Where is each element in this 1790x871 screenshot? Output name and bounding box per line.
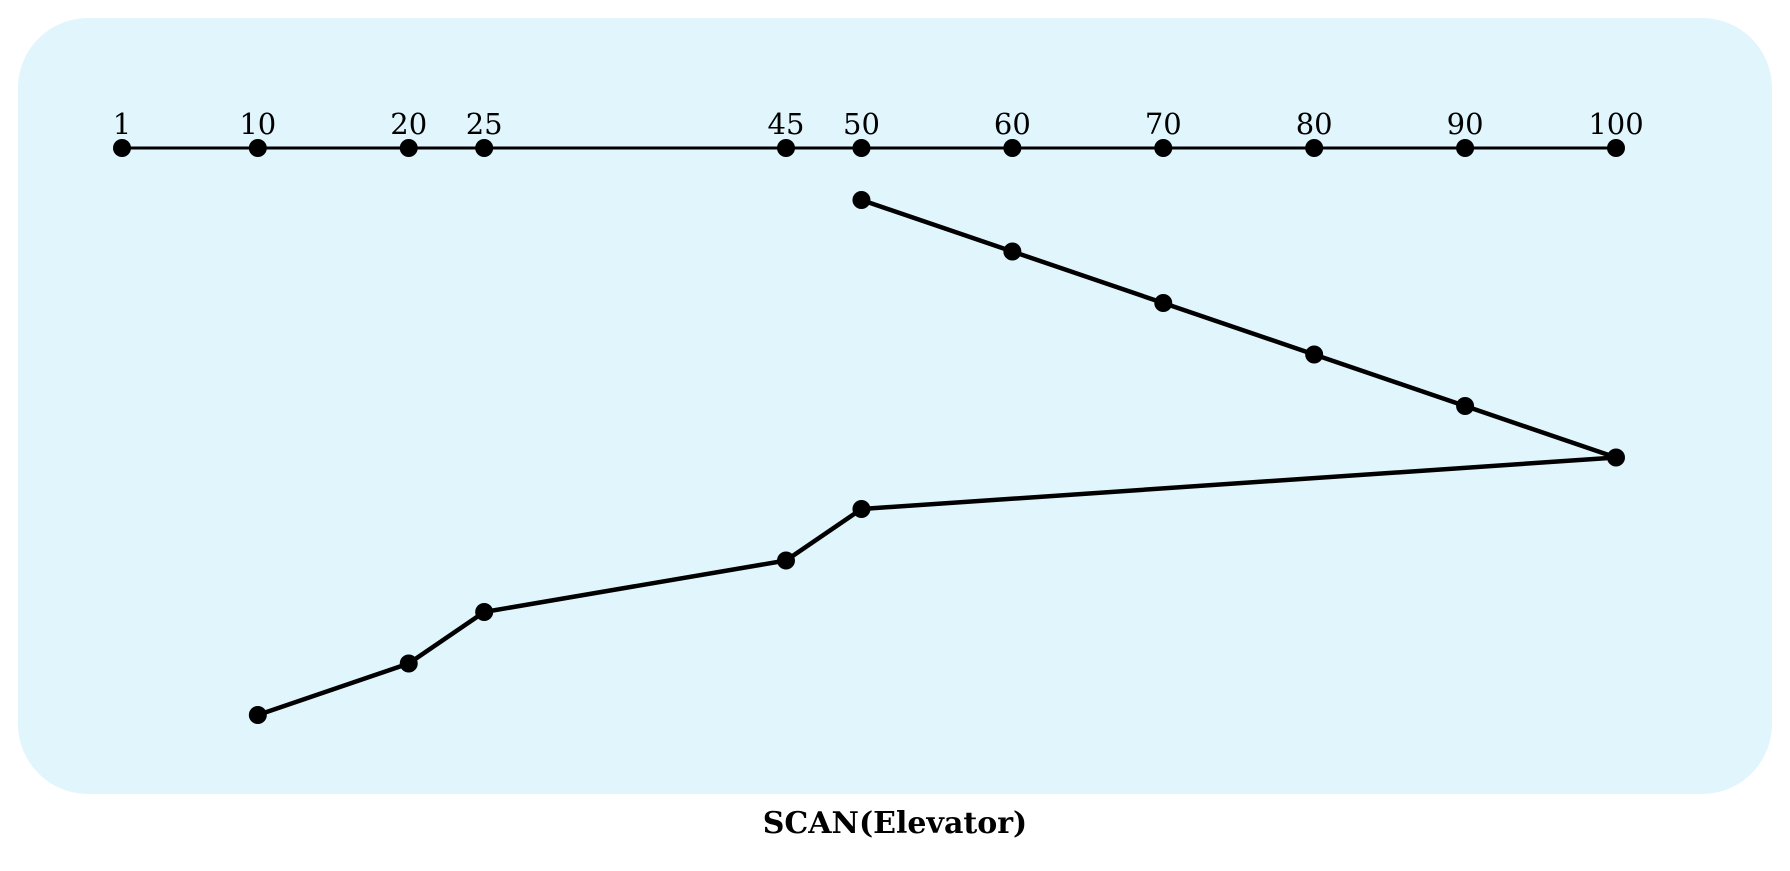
path-point-90-step-5 [1456,397,1475,415]
path-segment-2 [1010,249,1166,306]
axis-tick-label-90: 90 [1447,107,1484,141]
axis-tick-label-45: 45 [768,107,805,141]
axis-tick-label-50: 50 [843,107,880,141]
path-segment-8 [481,558,789,615]
path-point-100-step-6 [1607,448,1625,467]
axis-point-10 [248,139,267,157]
path-segment-1 [859,197,1015,254]
path-point-50-step-7 [852,500,871,518]
path-segment-6 [859,455,1619,512]
axis-tick-label-100: 100 [1588,107,1643,141]
axis-point-50 [852,139,871,157]
path-segment-9 [406,609,487,666]
head-movement-path [248,191,1625,724]
axis-point-20 [399,139,418,157]
axis-point-100 [1607,139,1625,157]
axis-tick-label-60: 60 [994,107,1031,141]
axis-point-90 [1456,139,1475,157]
axis-point-80 [1305,139,1324,157]
path-segment-3 [1161,300,1317,357]
axis-point-1 [113,139,131,157]
path-point-25-step-9 [475,603,494,621]
axis-tick-label-1: 1 [113,107,131,141]
path-segment-10 [255,661,411,718]
path-point-50-step-1 [852,191,871,209]
axis-point-45 [777,139,795,157]
axis-tick-label-80: 80 [1296,107,1333,141]
axis-tick-label-70: 70 [1145,107,1182,141]
path-segment-5 [1462,403,1619,460]
axis-tick-label-20: 20 [390,107,427,141]
axis-tick-label-10: 10 [239,107,276,141]
path-segment-7 [783,506,864,563]
axis-point-60 [1003,139,1022,157]
path-point-45-step-8 [777,551,795,570]
diagram-panel [18,18,1772,794]
axis-point-25 [475,139,494,157]
track-axis: 1 10 20 25 45 50 60 70 80 90 100 [113,107,1644,157]
path-point-70-step-3 [1154,294,1173,312]
diagram-caption: SCAN(Elevator) [763,806,1028,841]
axis-point-70 [1154,139,1173,157]
path-point-10-step-11 [248,706,267,724]
path-point-80-step-4 [1305,345,1324,364]
path-segment-4 [1311,352,1468,409]
path-point-20-step-10 [399,654,418,673]
path-point-60-step-2 [1003,242,1022,261]
axis-tick-label-25: 25 [466,107,503,141]
